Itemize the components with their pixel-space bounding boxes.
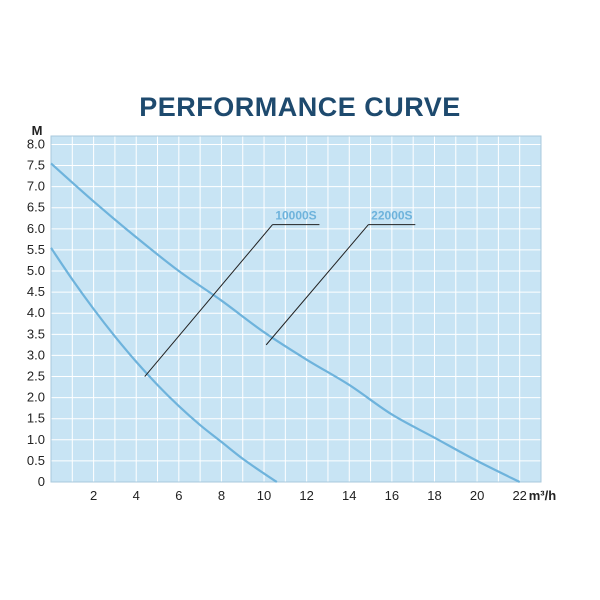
- y-tick-label: 6.5: [27, 200, 45, 215]
- x-tick-label: 4: [133, 488, 140, 503]
- y-tick-label: 6.0: [27, 221, 45, 236]
- y-axis-label: M: [32, 123, 43, 138]
- y-tick-label: 1.5: [27, 411, 45, 426]
- series-line-10000s: [50, 247, 278, 483]
- y-tick-label: 5.0: [27, 263, 45, 278]
- x-tick-label: 20: [470, 488, 484, 503]
- y-tick-label: 3.0: [27, 347, 45, 362]
- y-tick-label: 1.0: [27, 432, 45, 447]
- y-tick-label: 2.0: [27, 390, 45, 405]
- callout-label-10000s: 10000S: [275, 209, 316, 223]
- y-tick-label: 5.5: [27, 242, 45, 257]
- x-axis-label: m³/h: [529, 488, 557, 503]
- y-tick-label: 2.5: [27, 369, 45, 384]
- y-tick-label: 8.0: [27, 136, 45, 151]
- x-tick-label: 16: [385, 488, 399, 503]
- y-tick-label: 4.5: [27, 284, 45, 299]
- x-tick-label: 6: [175, 488, 182, 503]
- y-tick-label: 0.5: [27, 453, 45, 468]
- plot-background: [51, 136, 541, 482]
- y-tick-label: 0: [38, 474, 45, 489]
- chart-title: PERFORMANCE CURVE: [139, 92, 461, 122]
- x-tick-label: 22: [512, 488, 526, 503]
- leader-line: [144, 224, 273, 377]
- y-tick-label: 7.0: [27, 179, 45, 194]
- x-tick-label: 12: [299, 488, 313, 503]
- x-tick-label: 2: [90, 488, 97, 503]
- callout-label-22000s: 22000S: [371, 209, 412, 223]
- series-line-22000s: [50, 162, 521, 483]
- y-tick-label: 4.0: [27, 305, 45, 320]
- leader-line: [265, 224, 369, 346]
- x-tick-label: 8: [218, 488, 225, 503]
- x-tick-label: 18: [427, 488, 441, 503]
- y-tick-label: 7.5: [27, 158, 45, 173]
- x-tick-label: 10: [257, 488, 271, 503]
- plot-frame: [50, 135, 542, 483]
- y-tick-label: 3.5: [27, 326, 45, 341]
- x-tick-label: 14: [342, 488, 356, 503]
